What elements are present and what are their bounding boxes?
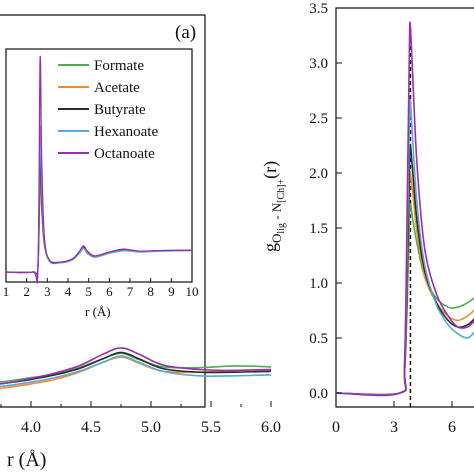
left-main-xtick-label: 4.0 bbox=[21, 419, 41, 436]
inset-xlabel: r (Å) bbox=[85, 304, 111, 319]
left-inset-frame bbox=[5, 48, 193, 283]
left-main-xtick-label: 5.0 bbox=[141, 419, 161, 436]
legend: Formate Acetate Butyrate Hexanoate Octanoate bbox=[58, 58, 158, 162]
right-ytick-label: 1.5 bbox=[309, 221, 328, 237]
inset-series-octanoate bbox=[5, 55, 193, 284]
left-inset-panel: 1 2 3 4 5 6 7 8 9 10 r (Å) Formate Acetate Butyrate… bbox=[3, 48, 199, 319]
inset-series-butyrate bbox=[5, 152, 193, 277]
legend-label-octanoate: Octanoate bbox=[94, 146, 155, 162]
right-ytick-label: 2.0 bbox=[309, 166, 328, 182]
right-curves bbox=[335, 21, 474, 397]
inset-xtick-label: 6 bbox=[106, 284, 113, 299]
panel-label-a: (a) bbox=[175, 22, 196, 43]
right-xtick-label: 3 bbox=[390, 419, 398, 436]
right-ytick-label: 0.0 bbox=[309, 386, 328, 402]
inset-xtick-label: 3 bbox=[44, 284, 51, 299]
left-main-xtick-label: 4.5 bbox=[81, 419, 101, 436]
left-main-panel: 4.0 4.5 5.0 5.5 6.0 (a) r (Å) bbox=[0, 14, 281, 471]
legend-label-hexanoate: Hexanoate bbox=[94, 124, 158, 140]
right-ylabel: gOlig - N[Ch]+(r) bbox=[260, 161, 287, 252]
inset-xtick-label: 2 bbox=[23, 284, 30, 299]
inset-series-formate bbox=[5, 174, 193, 275]
inset-xtick-label: 5 bbox=[85, 284, 92, 299]
left-main-series-acetate bbox=[0, 356, 272, 390]
inset-xtick-label: 7 bbox=[127, 284, 134, 299]
ylabel-o: O bbox=[269, 234, 284, 243]
inset-series-acetate bbox=[5, 167, 193, 276]
right-ytick-label: 0.5 bbox=[309, 331, 328, 347]
right-xtick-label: 0 bbox=[332, 419, 340, 436]
inset-xtick-label: 10 bbox=[186, 284, 199, 299]
legend-label-acetate: Acetate bbox=[94, 80, 140, 96]
right-ytick-label: 2.5 bbox=[309, 111, 328, 127]
right-series-octanoate bbox=[335, 21, 474, 397]
left-main-xtick-label: 6.0 bbox=[261, 419, 281, 436]
right-ytick-label: 3.5 bbox=[309, 1, 328, 17]
inset-curves bbox=[5, 55, 193, 284]
inset-xticks: 1 2 3 4 5 6 7 8 9 10 bbox=[3, 278, 199, 299]
right-yticks: 0.0 0.5 1.0 1.5 2.0 2.5 3.0 3.5 bbox=[309, 1, 342, 402]
inset-xtick-label: 9 bbox=[168, 284, 175, 299]
inset-xtick-label: 1 bbox=[3, 284, 10, 299]
left-main-series-octanoate bbox=[0, 347, 272, 385]
right-ytick-label: 3.0 bbox=[309, 56, 328, 72]
ylabel-r: (r) bbox=[260, 161, 281, 179]
left-main-series-hexanoate bbox=[0, 355, 272, 388]
right-frame bbox=[335, 7, 474, 408]
right-xtick-label: 6 bbox=[448, 419, 456, 436]
right-panel: 0.0 0.5 1.0 1.5 2.0 2.5 3.0 3.5 0 3 6 gOlig - N[C… bbox=[260, 1, 474, 436]
left-main-xlabel: r (Å) bbox=[7, 449, 46, 471]
left-main-xticks: 4.0 4.5 5.0 5.5 6.0 bbox=[0, 401, 281, 436]
right-ytick-label: 1.0 bbox=[309, 276, 328, 292]
ylabel-lig: lig bbox=[276, 223, 287, 234]
left-main-xtick-label: 5.5 bbox=[201, 419, 221, 436]
ylabel-ch: [Ch]+ bbox=[276, 178, 287, 202]
right-xticks: 0 3 6 bbox=[332, 401, 456, 436]
left-main-series-butyrate bbox=[0, 351, 272, 385]
inset-xtick-label: 8 bbox=[147, 284, 154, 299]
ylabel-g: g bbox=[260, 243, 280, 252]
left-main-curves bbox=[0, 347, 272, 390]
legend-label-butyrate: Butyrate bbox=[94, 102, 146, 118]
inset-xtick-label: 4 bbox=[65, 284, 72, 299]
left-main-frame bbox=[0, 14, 206, 408]
legend-label-formate: Formate bbox=[94, 58, 144, 74]
ylabel-n: - N bbox=[269, 202, 284, 223]
